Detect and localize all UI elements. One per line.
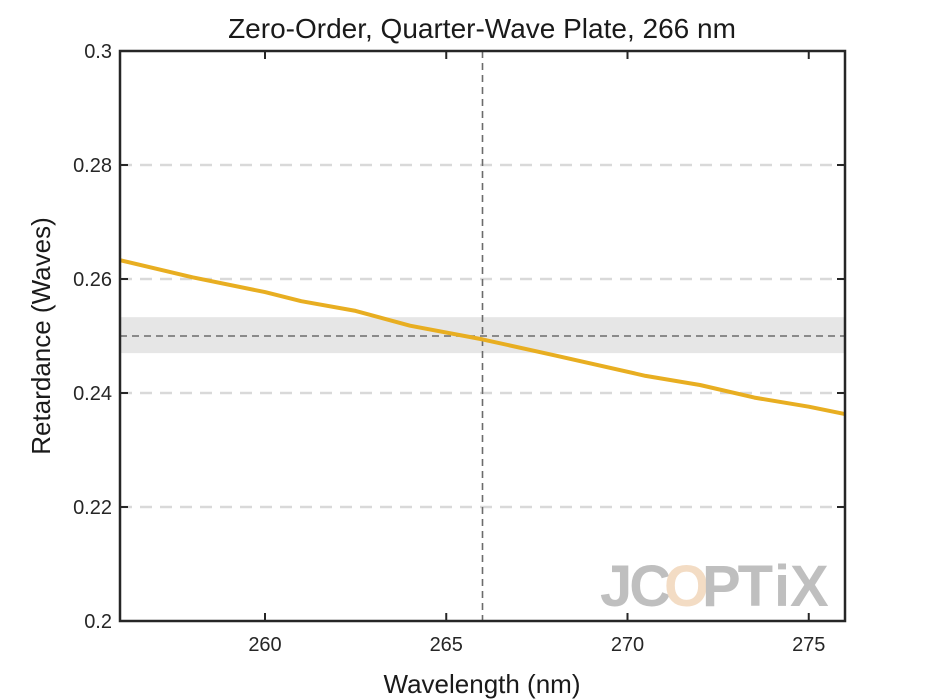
tolerance-band: [120, 317, 845, 354]
tolerance-band-layer: [120, 317, 845, 354]
jcoptix-logo: JC O PT i X: [600, 554, 832, 619]
retardance-series-line: [119, 258, 846, 417]
y-tick-label: 0.22: [73, 497, 112, 519]
x-axis-ticks: 260 265 270 275: [248, 51, 825, 656]
x-tick-label: 265: [430, 634, 463, 656]
x-tick-label: 275: [792, 634, 825, 656]
x-axis-label: Wavelength (nm): [384, 669, 581, 699]
x-tick-label: 270: [611, 634, 644, 656]
y-tick-label: 0.3: [84, 41, 112, 63]
plot-frame: [118, 49, 847, 623]
y-tick-label: 0.26: [73, 269, 112, 291]
chart-title: Zero-Order, Quarter-Wave Plate, 266 nm: [228, 13, 736, 44]
series-layer: [119, 258, 846, 417]
x-tick-label: 260: [248, 634, 281, 656]
svg-text:O: O: [664, 554, 707, 619]
svg-text:JC: JC: [600, 554, 670, 619]
svg-text:i: i: [774, 554, 787, 619]
y-tick-label: 0.2: [84, 611, 112, 633]
y-axis-label: Retardance (Waves): [26, 217, 56, 454]
svg-text:PT: PT: [702, 554, 773, 619]
y-tick-label: 0.24: [73, 383, 112, 405]
y-tick-label: 0.28: [73, 155, 112, 177]
target-lines-layer: [120, 51, 845, 621]
y-axis-ticks: 0.2 0.22 0.24 0.26 0.28 0.3: [73, 41, 845, 633]
svg-text:X: X: [790, 554, 829, 619]
